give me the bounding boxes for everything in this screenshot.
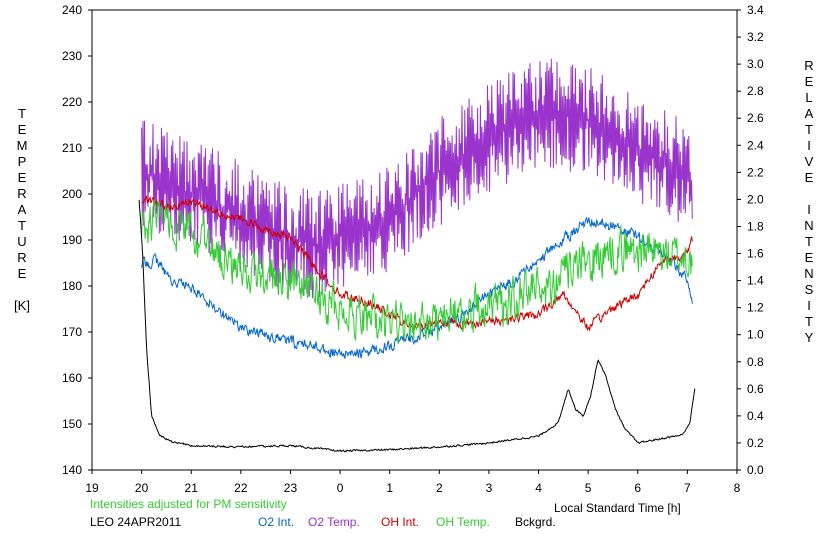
x-tick-label: 8 <box>734 481 741 495</box>
y-left-axis-label-letter: P <box>18 154 27 169</box>
y-right-tick-label: 2.2 <box>747 165 764 179</box>
y-right-axis-label-letter: L <box>805 90 812 105</box>
legend-item: O2 Temp. <box>308 515 360 529</box>
y-right-tick-label: 0.8 <box>747 355 764 369</box>
y-right-tick-label: 1.0 <box>747 328 764 342</box>
y-left-axis-label-letter: M <box>17 138 28 153</box>
y-right-tick-label: 3.4 <box>747 3 764 17</box>
x-tick-label: 3 <box>486 481 493 495</box>
x-tick-label: 22 <box>234 481 248 495</box>
y-right-axis-label-letter: T <box>805 314 813 329</box>
y-right-axis-label-letter: V <box>805 154 814 169</box>
legend-item: OH Int. <box>381 515 419 529</box>
y-right-tick-label: 3.0 <box>747 57 764 71</box>
station-date-label: LEO 24APR2011 <box>90 515 181 529</box>
y-right-axis-label-letter: I <box>807 202 811 217</box>
x-tick-label: 21 <box>185 481 199 495</box>
y-right-tick-label: 1.6 <box>747 247 764 261</box>
y-right-axis-label-letter: E <box>805 250 814 265</box>
y-left-axis-label-letter: T <box>18 218 26 233</box>
y-right-axis-label-letter: T <box>805 122 813 137</box>
y-left-axis-label-letter: R <box>17 186 26 201</box>
y-left-tick-label: 190 <box>62 233 82 247</box>
y-right-axis-label-letter: E <box>805 170 814 185</box>
y-right-tick-label: 0.2 <box>747 436 764 450</box>
y-left-axis-label-letter: [K] <box>14 298 30 313</box>
series-line-oh-int <box>141 194 693 332</box>
x-tick-label: 1 <box>386 481 393 495</box>
y-right-axis-label-letter: Y <box>805 330 814 345</box>
y-right-tick-label: 2.0 <box>747 192 764 206</box>
y-left-axis-label-letter: E <box>18 170 27 185</box>
series-line-o2-temp <box>141 58 693 299</box>
y-left-tick-label: 140 <box>62 463 82 477</box>
y-right-axis-label-letter: I <box>807 298 811 313</box>
y-right-axis-label-letter: A <box>805 106 814 121</box>
legend-item: Bckgrd. <box>515 515 556 529</box>
series-group <box>138 58 696 453</box>
y-left-tick-label: 180 <box>62 279 82 293</box>
legend-item: O2 Int. <box>258 515 294 529</box>
x-axis-label: Local Standard Time [h] <box>554 501 681 515</box>
y-left-tick-label: 170 <box>62 325 82 339</box>
y-right-axis-label-letter: I <box>807 138 811 153</box>
y-left-axis-label-letter: A <box>18 202 27 217</box>
legend: O2 Int. O2 Temp. OH Int. OH Temp. Bckgrd. <box>258 515 556 529</box>
y-right-axis-label-letter: T <box>805 234 813 249</box>
series-line-o2-int <box>141 216 693 359</box>
y-right-tick-label: 0.4 <box>747 409 764 423</box>
x-tick-label: 20 <box>135 481 149 495</box>
y-left-axis-label-letter: E <box>18 122 27 137</box>
y-right-axis-ticks: 0.0 0.2 0.4 0.6 0.8 1.0 1.2 1.4 1.6 1.8 2.0 2.2 2.4 2… <box>737 3 764 477</box>
y-right-tick-label: 2.8 <box>747 84 764 98</box>
y-left-axis-label-letter: U <box>17 234 26 249</box>
x-axis-ticks: 19 20 21 22 23 0 1 2 3 4 5 6 7 8 <box>85 470 741 495</box>
y-right-axis-label-letter: N <box>804 218 813 233</box>
x-tick-label: 6 <box>634 481 641 495</box>
y-left-tick-label: 200 <box>62 187 82 201</box>
y-right-axis-label-letter: R <box>804 58 813 73</box>
y-left-tick-label: 150 <box>62 417 82 431</box>
x-tick-label: 2 <box>436 481 443 495</box>
x-tick-label: 4 <box>535 481 542 495</box>
y-left-axis-label-letter: T <box>18 106 26 121</box>
y-right-tick-label: 0.6 <box>747 382 764 396</box>
y-right-tick-label: 2.4 <box>747 138 764 152</box>
y-right-axis-label-letter: E <box>805 74 814 89</box>
x-tick-label: 7 <box>684 481 691 495</box>
y-left-axis-label-letter: R <box>17 250 26 265</box>
y-right-axis-label-letter: N <box>804 266 813 281</box>
y-left-tick-label: 160 <box>62 371 82 385</box>
y-right-tick-label: 1.4 <box>747 274 764 288</box>
y-left-axis-label-letter: E <box>18 266 27 281</box>
series-line-bckgrd <box>138 199 696 453</box>
x-tick-label: 0 <box>337 481 344 495</box>
y-right-tick-label: 1.8 <box>747 219 764 233</box>
y-right-tick-label: 0.0 <box>747 463 764 477</box>
x-tick-label: 5 <box>585 481 592 495</box>
x-tick-label: 23 <box>284 481 298 495</box>
legend-item: OH Temp. <box>436 515 490 529</box>
y-left-tick-label: 220 <box>62 95 82 109</box>
y-left-tick-label: 230 <box>62 49 82 63</box>
x-tick-label: 19 <box>85 481 99 495</box>
y-left-tick-label: 210 <box>62 141 82 155</box>
y-right-tick-label: 3.2 <box>747 30 764 44</box>
y-right-axis-label-letter: S <box>805 282 814 297</box>
y-left-tick-label: 240 <box>62 3 82 17</box>
y-right-tick-label: 2.6 <box>747 111 764 125</box>
sensitivity-note: Intensities adjusted for PM sensitivity <box>90 497 287 511</box>
series-line-oh-temp <box>141 199 693 344</box>
y-right-tick-label: 1.2 <box>747 301 764 315</box>
y-left-axis-ticks: 140 150 160 170 180 190 200 210 220 230 240 <box>62 3 92 477</box>
